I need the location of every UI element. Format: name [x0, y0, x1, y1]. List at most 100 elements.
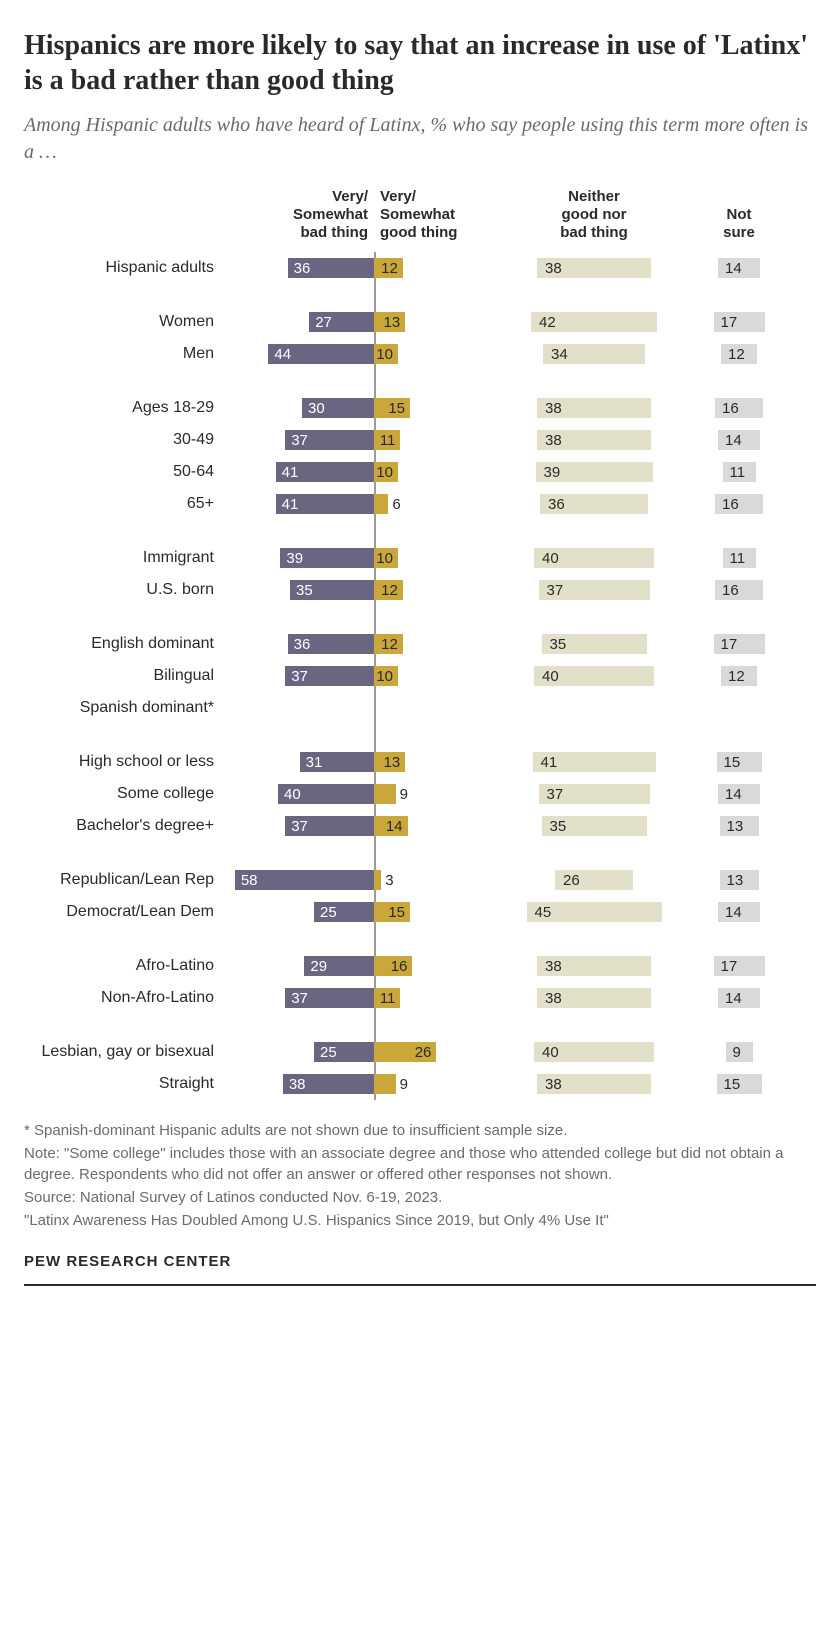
bar-bad: 44	[268, 344, 374, 364]
table-row: English dominant36123517	[24, 628, 816, 660]
bar-good: 10	[374, 666, 398, 686]
neither-cell: 40	[494, 548, 694, 568]
diverging-cell: 2526	[224, 1040, 494, 1064]
neither-cell: 38	[494, 956, 694, 976]
table-row: High school or less31134115	[24, 746, 816, 778]
notsure-cell: 14	[694, 988, 784, 1008]
footnote-source: Source: National Survey of Latinos condu…	[24, 1187, 816, 1208]
diverging-cell: 3015	[224, 396, 494, 420]
bar-bad: 38	[283, 1074, 374, 1094]
table-row: Lesbian, gay or bisexual2526409	[24, 1036, 816, 1068]
notsure-cell: 13	[694, 816, 784, 836]
row-label: Afro-Latino	[24, 957, 224, 975]
notsure-cell: 11	[694, 462, 784, 482]
table-row: Men44103412	[24, 338, 816, 370]
bar-good: 10	[374, 548, 398, 568]
neither-cell: 38	[494, 258, 694, 278]
row-label: Hispanic adults	[24, 259, 224, 277]
bar-neither: 37	[539, 784, 650, 804]
row-label: Women	[24, 313, 224, 331]
diverging-cell: 3711	[224, 986, 494, 1010]
table-row: U.S. born35123716	[24, 574, 816, 606]
row-label: Lesbian, gay or bisexual	[24, 1043, 224, 1061]
bar-notsure: 16	[715, 398, 763, 418]
bar-bad: 37	[285, 430, 374, 450]
bar-neither: 38	[537, 258, 651, 278]
bar-good: 6	[374, 494, 388, 514]
bar-bad: 36	[288, 258, 374, 278]
bar-neither: 38	[537, 398, 651, 418]
bar-neither: 38	[537, 1074, 651, 1094]
bar-bad: 41	[276, 462, 374, 482]
bar-bad: 30	[302, 398, 374, 418]
row-label: Republican/Lean Rep	[24, 871, 224, 889]
bar-good: 10	[374, 462, 398, 482]
diverging-cell: 4110	[224, 460, 494, 484]
bar-notsure: 15	[717, 752, 762, 772]
diverging-cell: 2515	[224, 900, 494, 924]
neither-cell: 41	[494, 752, 694, 772]
neither-cell: 42	[494, 312, 694, 332]
bar-good: 12	[374, 634, 403, 654]
row-label: Spanish dominant*	[24, 699, 224, 717]
row-label: Democrat/Lean Dem	[24, 903, 224, 921]
neither-cell: 40	[494, 666, 694, 686]
bar-bad: 27	[309, 312, 374, 332]
bar-neither: 38	[537, 430, 651, 450]
bar-notsure: 14	[718, 258, 760, 278]
neither-cell: 37	[494, 784, 694, 804]
bar-neither: 39	[536, 462, 653, 482]
notsure-cell: 15	[694, 1074, 784, 1094]
neither-cell: 34	[494, 344, 694, 364]
bar-notsure: 14	[718, 784, 760, 804]
table-row: Ages 18-293015 38 16	[24, 392, 816, 424]
bar-good: 9	[374, 784, 396, 804]
bar-good: 13	[374, 312, 405, 332]
notsure-cell: 17	[694, 634, 784, 654]
bar-neither: 42	[531, 312, 657, 332]
diverging-cell: 389	[224, 1072, 494, 1096]
bar-good: 15	[374, 902, 410, 922]
diverging-cell: 3711	[224, 428, 494, 452]
diverging-cell: 3512	[224, 578, 494, 602]
bar-bad: 37	[285, 816, 374, 836]
row-label: Some college	[24, 785, 224, 803]
bar-bad: 31	[300, 752, 374, 772]
table-row: 65+4163616	[24, 488, 816, 520]
row-label: 50-64	[24, 463, 224, 481]
notsure-cell: 17	[694, 956, 784, 976]
bar-notsure: 17	[714, 956, 765, 976]
row-label: High school or less	[24, 753, 224, 771]
bar-neither: 35	[542, 816, 647, 836]
bar-notsure: 13	[720, 870, 759, 890]
table-row: Bachelor's degree+37143513	[24, 810, 816, 842]
bar-notsure: 11	[723, 548, 756, 568]
row-label: English dominant	[24, 635, 224, 653]
row-label: 30-49	[24, 431, 224, 449]
bar-notsure: 15	[717, 1074, 762, 1094]
row-label: Straight	[24, 1075, 224, 1093]
bar-bad: 58	[235, 870, 374, 890]
diverging-cell	[224, 696, 494, 720]
neither-cell: 36	[494, 494, 694, 514]
bar-good: 3	[374, 870, 381, 890]
bar-neither: 40	[534, 666, 654, 686]
header-bad: Very/Somewhatbad thing	[224, 188, 374, 242]
bar-notsure: 14	[718, 988, 760, 1008]
bar-neither: 34	[543, 344, 645, 364]
diverging-cell: 2713	[224, 310, 494, 334]
table-row: Bilingual37104012	[24, 660, 816, 692]
footnote-quote: "Latinx Awareness Has Doubled Among U.S.…	[24, 1210, 816, 1231]
bar-notsure: 9	[726, 1042, 753, 1062]
bar-bad: 37	[285, 988, 374, 1008]
org-name: PEW RESEARCH CENTER	[24, 1253, 816, 1270]
header-neither: Neithergood norbad thing	[494, 188, 694, 242]
row-label: Ages 18-29	[24, 399, 224, 417]
chart-title: Hispanics are more likely to say that an…	[24, 28, 816, 98]
table-row: 50-6441103911	[24, 456, 816, 488]
header-good: Very/Somewhatgood thing	[374, 188, 494, 242]
bar-good: 16	[374, 956, 412, 976]
diverging-cell: 409	[224, 782, 494, 806]
footnote-asterisk: * Spanish-dominant Hispanic adults are n…	[24, 1120, 816, 1141]
notsure-cell: 15	[694, 752, 784, 772]
